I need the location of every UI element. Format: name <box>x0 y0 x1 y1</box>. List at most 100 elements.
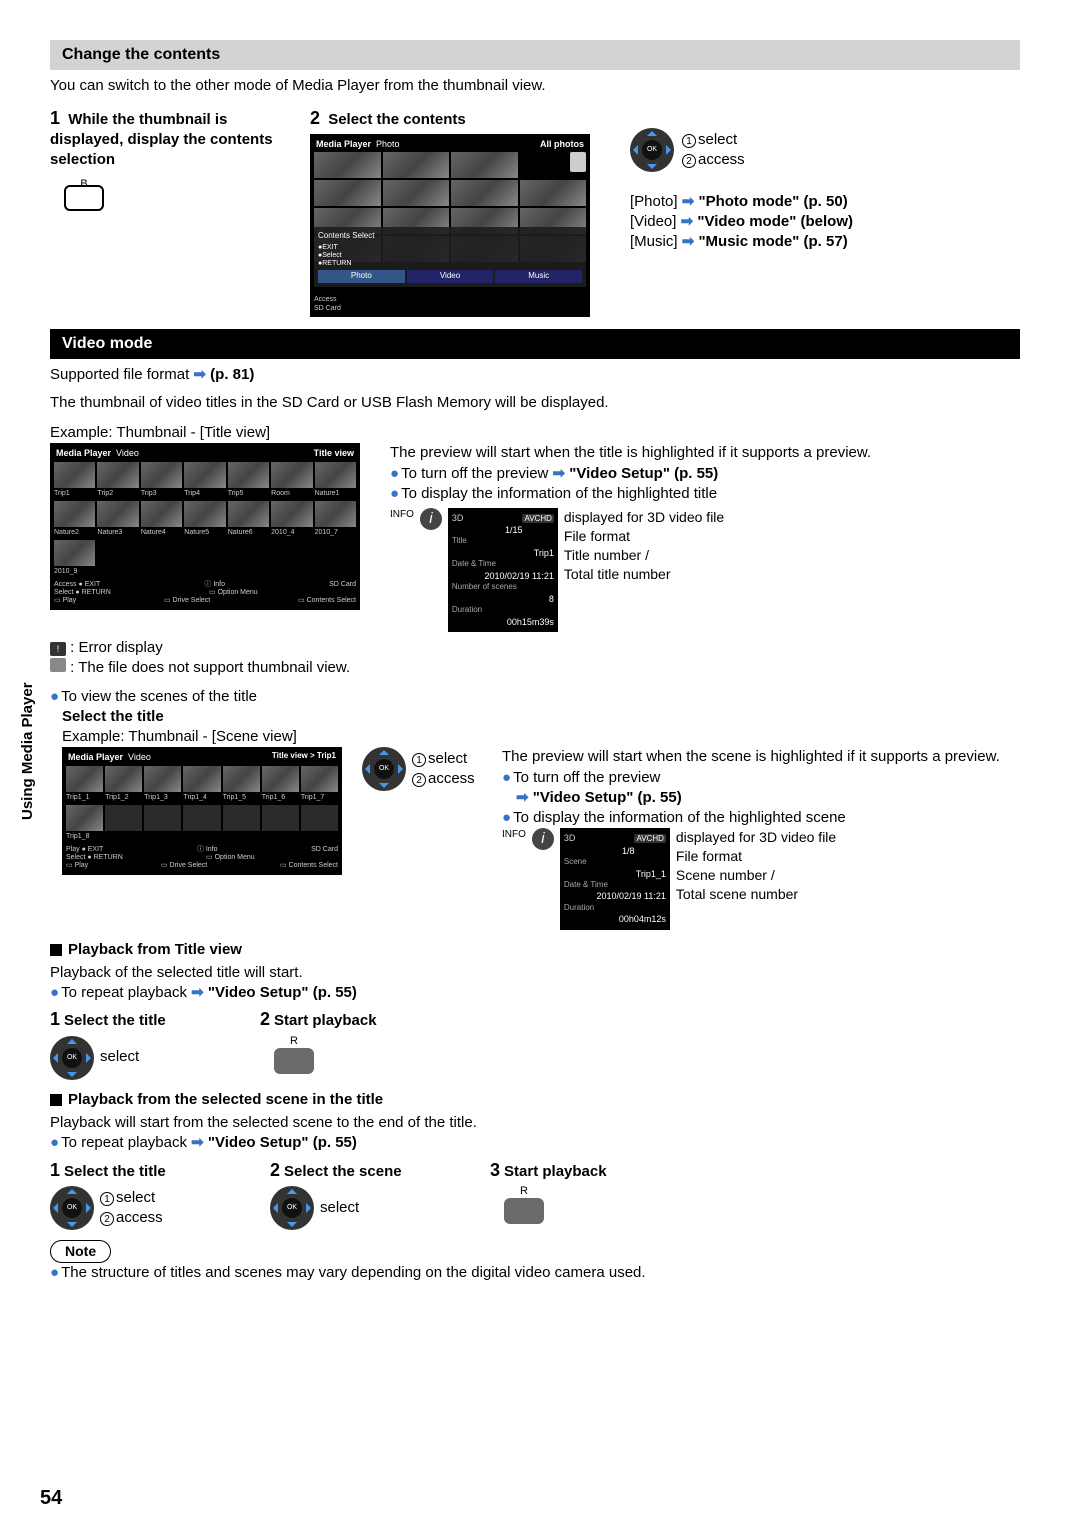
tab-music: Music <box>495 270 582 283</box>
step2-num: 2 <box>310 108 320 128</box>
pbs-s2n: 2 <box>270 1160 280 1180</box>
supported-prefix: Supported file format <box>50 366 189 383</box>
mpv-select: Select <box>54 589 73 596</box>
pbt-repeat-prefix: To repeat playback <box>61 984 187 1001</box>
mps-play2: Play <box>75 862 89 869</box>
mps-sd: SD Card <box>311 846 338 854</box>
note-label: Note <box>50 1240 111 1263</box>
pbs-s1n: 1 <box>50 1160 60 1180</box>
mp-mode: Photo <box>376 139 400 149</box>
callout-3d: displayed for 3D video file <box>564 508 724 527</box>
video-title-grid: Trip1Trip2Trip3Trip4Trip5RoomNature1Natu… <box>54 462 356 577</box>
mp-exit: EXIT <box>322 244 338 251</box>
preview-text: The preview will start when the title is… <box>390 443 1020 463</box>
mpv-contents: Contents Select <box>307 597 356 604</box>
info-counter: 1/15 <box>452 524 554 536</box>
mpv-mode: Video <box>116 448 139 458</box>
turnoff-ref: "Video Setup" (p. 55) <box>569 465 718 482</box>
s-callout-3d: displayed for 3D video file <box>676 828 836 847</box>
pbs-s2: Select the scene <box>284 1163 402 1180</box>
mpv-option: Option Menu <box>218 589 258 596</box>
b-key <box>64 185 104 211</box>
sinfo-k-date: Date & Time <box>564 880 666 891</box>
callout-total: Total title number <box>564 565 724 584</box>
mps-right: Title view > Trip1 <box>272 751 336 763</box>
s-callout-format: File format <box>676 847 836 866</box>
mp-right: All photos <box>540 138 584 150</box>
pad-access: access <box>698 151 745 168</box>
gray-icon <box>50 658 66 672</box>
scene-select: select <box>428 750 467 767</box>
info-icon: i <box>420 508 442 530</box>
mps-select: Select <box>66 854 85 861</box>
scene-display-info: To display the information of the highli… <box>513 809 846 826</box>
info-k-dur: Duration <box>452 605 554 616</box>
mpv-drive: Drive Select <box>173 597 211 604</box>
mps-return: RETURN <box>94 854 123 861</box>
r-key-2 <box>504 1198 544 1224</box>
ok-pad-3: OK <box>50 1036 94 1080</box>
step2: 2 Select the contents <box>310 106 610 130</box>
info-v-title: Trip1 <box>452 547 554 559</box>
pbs-intro: Playback will start from the selected sc… <box>50 1113 1020 1133</box>
mps-info: Info <box>206 846 218 853</box>
side-title: Using Media Player <box>18 682 38 820</box>
pad-select: select <box>698 131 737 148</box>
mps-exit: EXIT <box>88 846 104 853</box>
step1: 1 While the thumbnail is displayed, disp… <box>50 106 290 171</box>
mp-photo-screen: Media Player Photo All photos Contents S… <box>310 134 590 317</box>
mp-title: Media Player <box>316 139 371 149</box>
mpv-exit: EXIT <box>85 581 101 588</box>
page-number: 54 <box>40 1485 62 1512</box>
info-icon-2: i <box>532 828 554 850</box>
example-scene: Example: Thumbnail - [Scene view] <box>62 727 1020 747</box>
error-icon: ! <box>50 642 66 656</box>
photo-label: [Photo] <box>630 193 678 210</box>
s-callout-num: Scene number / <box>676 866 836 885</box>
step1-num: 1 <box>50 108 60 128</box>
info-3d: 3D <box>452 513 464 523</box>
info-label: INFO <box>390 508 414 522</box>
video-ref: "Video mode" (below) <box>697 213 853 230</box>
video-scene-grid: Trip1_1Trip1_2Trip1_3Trip1_4Trip1_5Trip1… <box>66 766 338 842</box>
music-ref: "Music mode" (p. 57) <box>698 233 847 250</box>
info-v-dur: 00h15m39s <box>452 616 554 628</box>
pbt-s2: Start playback <box>274 1012 377 1029</box>
mpv-title: Media Player <box>56 448 111 458</box>
turnoff-prefix: To turn off the preview <box>401 465 548 482</box>
mp-video-title-screen: Media Player Video Title view Trip1Trip2… <box>50 443 360 609</box>
info-v-date: 2010/02/19 11:21 <box>452 570 554 582</box>
callout-format: File format <box>564 527 724 546</box>
pbs-access: access <box>116 1209 163 1226</box>
sinfo-3d: 3D <box>564 833 576 843</box>
section-video-header: Video mode <box>50 329 1020 359</box>
scene-info-label: INFO <box>502 828 526 842</box>
overlay-title: Contents Select <box>318 231 582 242</box>
pbt-s2-num: 2 <box>260 1009 270 1029</box>
section-change-header: Change the contents <box>50 40 1020 70</box>
pbt-header: Playback from Title view <box>68 940 242 960</box>
sinfo-k-dur: Duration <box>564 903 666 914</box>
sinfo-counter: 1/8 <box>564 845 666 857</box>
display-info: To display the information of the highli… <box>401 485 717 502</box>
scene-turnoff: To turn off the preview <box>513 769 660 786</box>
pbt-select: select <box>100 1047 139 1067</box>
music-label: [Music] <box>630 233 678 250</box>
mp-return: RETURN <box>322 260 351 267</box>
mp-select: Select <box>322 252 341 259</box>
step1-label: While the thumbnail is displayed, displa… <box>50 111 273 169</box>
contents-select-overlay: Contents Select ●EXIT ●Select ●RETURN Ph… <box>314 227 586 287</box>
pbt-repeat-ref: "Video Setup" (p. 55) <box>208 984 357 1001</box>
ok-pad-icon-2: OK <box>362 747 406 791</box>
ok-pad-4: OK <box>50 1186 94 1230</box>
supported-ref: (p. 81) <box>210 366 254 383</box>
photo-ref: "Photo mode" (p. 50) <box>698 193 847 210</box>
mps-option: Option Menu <box>215 854 255 861</box>
mpv-info: Info <box>213 581 225 588</box>
info-v-scenes: 8 <box>452 593 554 605</box>
pbs-repeat-prefix: To repeat playback <box>61 1134 187 1151</box>
pbs-select: select <box>116 1189 155 1206</box>
mps-title: Media Player <box>68 752 123 762</box>
pbs-s3: Start playback <box>504 1163 607 1180</box>
change-intro: You can switch to the other mode of Medi… <box>50 76 1020 96</box>
